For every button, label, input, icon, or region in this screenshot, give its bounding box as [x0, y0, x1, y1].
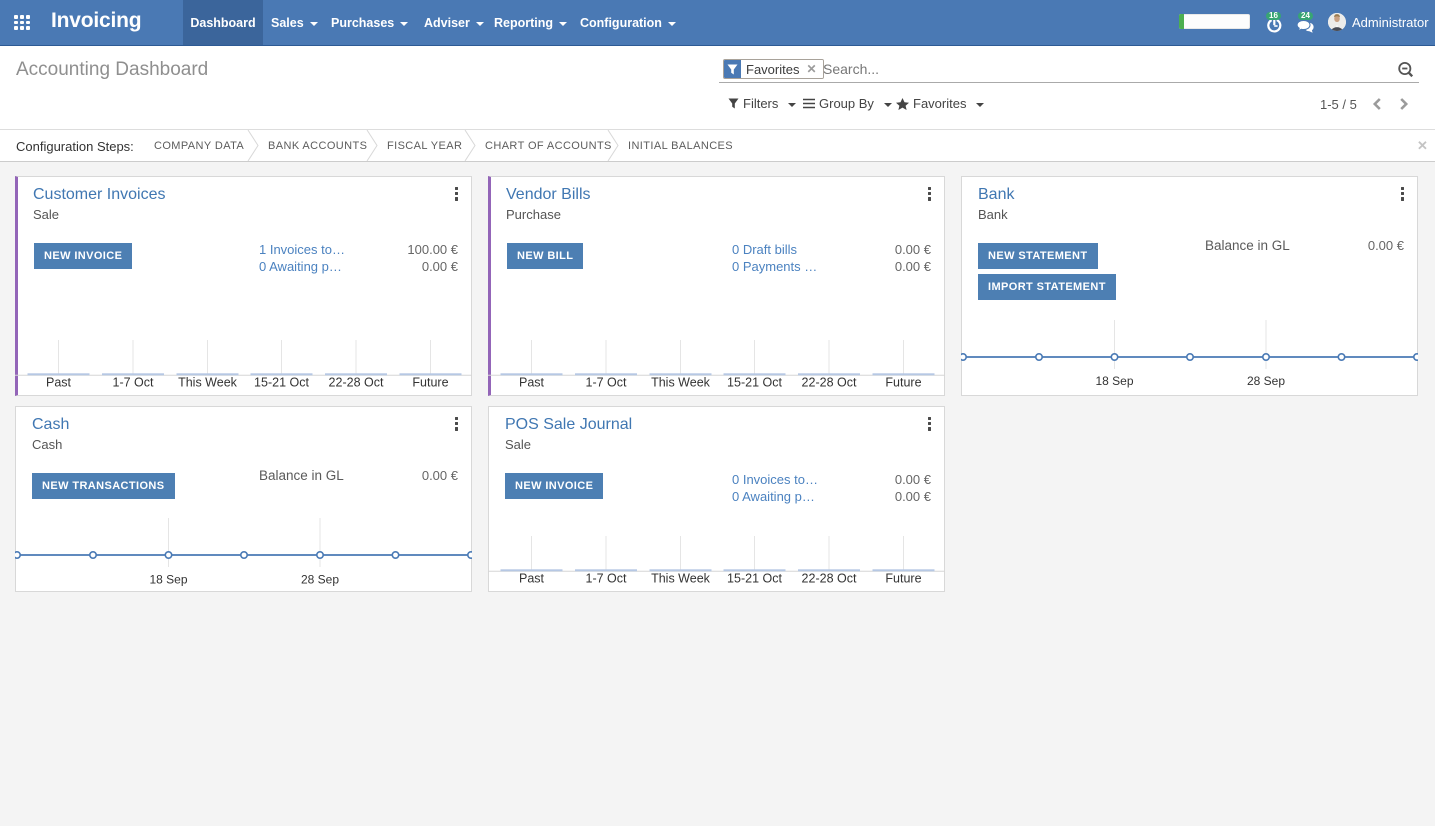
svg-text:28 Sep: 28 Sep — [1247, 374, 1285, 388]
svg-text:15-21 Oct: 15-21 Oct — [727, 376, 782, 390]
svg-text:1-7 Oct: 1-7 Oct — [586, 572, 628, 586]
svg-text:This Week: This Week — [651, 572, 711, 586]
svg-text:15-21 Oct: 15-21 Oct — [254, 376, 309, 390]
svg-text:28 Sep: 28 Sep — [301, 573, 339, 587]
svg-text:15-21 Oct: 15-21 Oct — [727, 572, 782, 586]
svg-text:18 Sep: 18 Sep — [149, 573, 187, 587]
svg-text:22-28 Oct: 22-28 Oct — [329, 376, 384, 390]
svg-text:22-28 Oct: 22-28 Oct — [802, 376, 857, 390]
svg-text:1-7 Oct: 1-7 Oct — [586, 376, 628, 390]
svg-text:Future: Future — [885, 376, 921, 390]
svg-text:1-7 Oct: 1-7 Oct — [113, 376, 155, 390]
svg-text:18 Sep: 18 Sep — [1095, 374, 1133, 388]
svg-text:Future: Future — [412, 376, 448, 390]
svg-text:Past: Past — [519, 572, 545, 586]
svg-text:This Week: This Week — [178, 376, 238, 390]
svg-text:Past: Past — [519, 376, 545, 390]
svg-text:Future: Future — [885, 572, 921, 586]
svg-text:This Week: This Week — [651, 376, 711, 390]
svg-text:22-28 Oct: 22-28 Oct — [802, 572, 857, 586]
svg-text:Past: Past — [46, 376, 72, 390]
